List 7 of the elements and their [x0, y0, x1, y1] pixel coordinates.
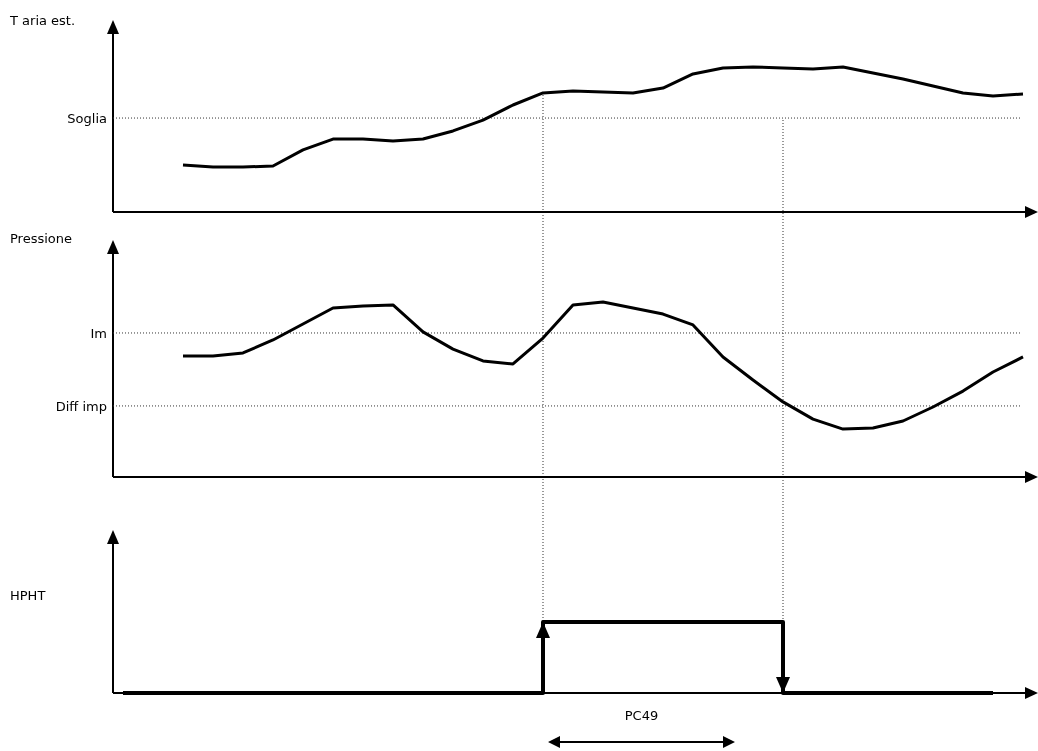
- ref-line-label: Soglia: [67, 111, 107, 127]
- ref-line-label: Im: [90, 325, 107, 341]
- y-axis-title: T aria est.: [9, 13, 76, 28]
- text: PC49: [624, 708, 659, 723]
- y-axis-title: Pressione: [10, 231, 73, 246]
- ref-line-label: Diff imp: [55, 398, 107, 414]
- y-axis-title: HPHT: [10, 588, 46, 603]
